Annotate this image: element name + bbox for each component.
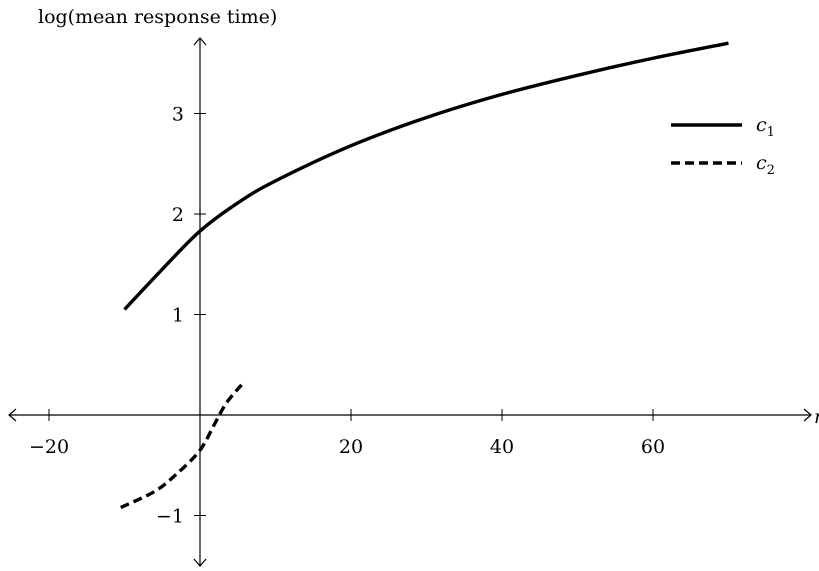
y-tick-label: 3 (172, 104, 184, 126)
x-tick-label: 60 (641, 436, 665, 458)
y-axis-label: log(mean response time) (38, 6, 277, 28)
x-axis-arrow-left (8, 408, 17, 422)
axes (8, 37, 812, 567)
ticks: −20 20 40 60 −1 1 2 3 (29, 104, 665, 528)
series-line-c1 (123, 41, 729, 311)
x-tick-label: 40 (490, 436, 514, 458)
x-tick-label: −20 (29, 436, 69, 458)
x-axis-label: r (814, 406, 819, 428)
x-tick-label: 20 (339, 436, 363, 458)
legend-label-c1: c1 (756, 114, 775, 140)
series-lines (120, 41, 729, 509)
y-tick-label: 1 (172, 305, 184, 327)
y-tick-label: 2 (172, 204, 184, 226)
y-tick-label: −1 (156, 506, 184, 528)
legend-label-c2: c2 (756, 152, 775, 178)
series-line-c2 (120, 383, 243, 509)
y-axis-arrow-bottom (193, 558, 207, 567)
y-axis-arrow-top (193, 37, 207, 46)
x-axis-arrow-right (803, 408, 812, 422)
